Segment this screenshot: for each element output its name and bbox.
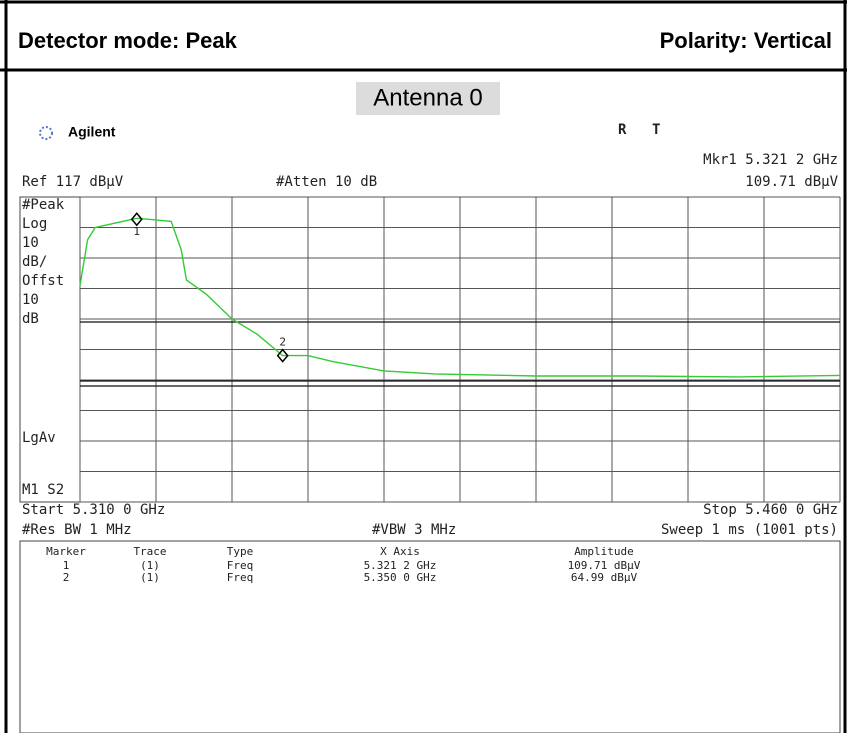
table-cell: 1 (63, 559, 70, 572)
antenna-box (356, 82, 500, 115)
scale-label: dB (22, 311, 39, 327)
scale-label: 10 (22, 292, 39, 308)
status: R (618, 122, 627, 138)
sweep: Sweep 1 ms (1001 pts) (661, 522, 838, 538)
start-freq: Start 5.310 0 GHz (22, 502, 165, 518)
antenna-label: Antenna 0 (373, 84, 482, 111)
m1s2: M1 S2 (22, 482, 64, 498)
table-cell: 64.99 dBµV (571, 571, 638, 584)
scale-label: Offst (22, 273, 64, 289)
marker-amplitude: 109.71 dBµV (745, 174, 838, 190)
table-header: Trace (133, 545, 166, 558)
table-cell: 5.350 0 GHz (364, 571, 437, 584)
vbw: #VBW 3 MHz (372, 522, 456, 538)
trace (79, 217, 841, 378)
table-cell: (1) (140, 571, 160, 584)
lgav: LgAv (22, 430, 56, 446)
table-cell: Freq (227, 571, 254, 584)
table-cell: 109.71 dBµV (568, 559, 641, 572)
agilent-logo (39, 126, 53, 140)
table-header: Amplitude (574, 545, 634, 558)
stop-freq: Stop 5.460 0 GHz (703, 502, 838, 518)
table-cell: (1) (140, 559, 160, 572)
polarity: Polarity: Vertical (660, 28, 832, 53)
rbw: #Res BW 1 MHz (22, 522, 132, 538)
scale-label: 10 (22, 235, 39, 251)
scale-label: dB/ (22, 254, 47, 270)
ref-level: Ref 117 dBµV (22, 174, 124, 190)
marker-label: 1 (133, 225, 140, 238)
table-cell: 2 (63, 571, 70, 584)
scale-label: #Peak (22, 197, 65, 213)
marker-table-box (19, 540, 841, 733)
table-cell: Freq (227, 559, 254, 572)
table-header: Type (227, 545, 254, 558)
marker (130, 212, 143, 227)
brand: Agilent (68, 124, 116, 140)
table-cell: 5.321 2 GHz (364, 559, 437, 572)
scale-label: Log (22, 216, 47, 232)
attenuation: #Atten 10 dB (276, 174, 377, 190)
status: T (652, 122, 660, 138)
marker-label: 2 (279, 336, 286, 349)
table-header: Marker (46, 545, 86, 558)
marker-readout: Mkr1 5.321 2 GHz (703, 152, 838, 168)
table-header: X Axis (380, 545, 420, 558)
marker (276, 348, 289, 363)
detector-mode: Detector mode: Peak (18, 28, 238, 53)
